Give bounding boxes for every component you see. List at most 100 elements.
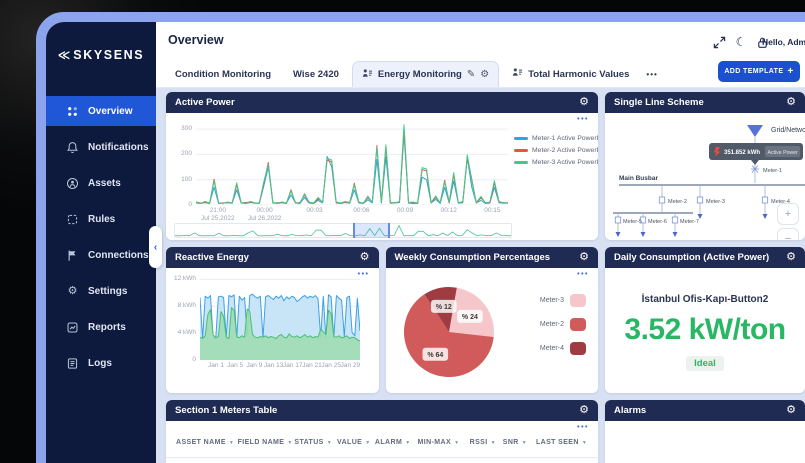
meter-label: Meter-7 (680, 219, 699, 225)
table-column-header[interactable]: VALUE▼ (337, 439, 375, 446)
tab-condition-monitoring[interactable]: Condition Monitoring (166, 61, 280, 87)
filter-caret-icon[interactable]: ▼ (491, 440, 496, 446)
shared-dashboard-icon (362, 68, 373, 82)
x-tick-label: Jan 21 (302, 362, 322, 370)
logo-chevrons-icon: ≪ (58, 48, 71, 62)
flag-icon (66, 249, 79, 262)
sidebar-item-reports[interactable]: Reports (46, 312, 156, 342)
card-settings-icon[interactable]: ⚙ (579, 97, 589, 108)
meter-device-icon (762, 197, 767, 203)
card-reactive-energy: Reactive Energy ⚙ ••• 12 kWh8 kWh4 kWh0 … (166, 247, 379, 393)
scheme-zoom-out-button[interactable]: − (777, 228, 799, 240)
chart-menu[interactable]: ••• (577, 116, 589, 123)
table-header-row: ASSET NAME▼FIELD NAME▼STATUS▼VALUE▼ALARM… (176, 439, 588, 446)
table-column-header[interactable]: LAST SEEN▼ (536, 439, 588, 446)
chart-legend: Meter-1 Active PowerPhase Meter-2 Active… (514, 135, 598, 171)
legend-item[interactable]: Meter-2 (540, 318, 586, 331)
card-settings-icon[interactable]: ⚙ (579, 405, 589, 416)
tabs-overflow-menu[interactable]: ••• (646, 70, 657, 79)
y-tick-label: 4 kWh (178, 329, 196, 336)
legend-item[interactable]: Meter-2 Active PowerPhase (514, 147, 598, 154)
table-column-header[interactable]: SNR▼ (503, 439, 536, 446)
table-column-header[interactable]: FIELD NAME▼ (238, 439, 295, 446)
filter-caret-icon[interactable]: ▼ (582, 440, 587, 446)
x-tick-label: 00:15 (484, 207, 500, 215)
legend-item[interactable]: Meter-4 (540, 342, 586, 355)
consumption-value: 3.52 kW/ton (624, 313, 785, 347)
filter-caret-icon[interactable]: ▼ (522, 440, 527, 446)
scheme-zoom-in-button[interactable]: + (777, 203, 799, 225)
tab-wise-2420[interactable]: Wise 2420 (284, 61, 348, 87)
filter-caret-icon[interactable]: ▼ (405, 440, 410, 446)
sidebar-collapse-handle[interactable]: ‹ (149, 226, 162, 268)
alarms-list (605, 421, 805, 463)
card-header: Single Line Scheme ⚙ (605, 92, 805, 113)
chart-menu[interactable]: ••• (577, 424, 589, 431)
card-settings-icon[interactable]: ⚙ (786, 252, 796, 263)
card-settings-icon[interactable]: ⚙ (579, 252, 589, 263)
card-settings-icon[interactable]: ⚙ (786, 97, 796, 108)
chart-menu[interactable]: ••• (358, 271, 370, 278)
table-column-header[interactable]: ALARM▼ (375, 439, 418, 446)
sidebar-item-assets[interactable]: Assets (46, 168, 156, 198)
legend-item[interactable]: Meter-3 (540, 294, 586, 307)
status-badge: Ideal (686, 356, 724, 371)
top-header: Overview Condition Monitoring Wise 2420 … (156, 22, 805, 88)
navigator-mini-chart (175, 224, 511, 237)
dashboard-grid: Active Power ⚙ ••• 3002001000 21:00Jul 2… (166, 92, 805, 463)
legend-swatch (514, 137, 528, 140)
grid-label: Grid/Network (771, 127, 805, 134)
table-column-header[interactable]: STATUS ▼ (294, 439, 337, 446)
table-column-header[interactable]: RSSI▼ (470, 439, 503, 446)
dark-mode-moon-icon[interactable]: ☾ (734, 35, 748, 49)
add-template-button[interactable]: ADD TEMPLATE + (718, 61, 800, 82)
edit-pencil-icon[interactable]: ✎ (467, 69, 475, 80)
card-header: Section 1 Meters Table ⚙ (166, 400, 598, 421)
filter-caret-icon[interactable]: ▼ (287, 440, 292, 446)
tab-total-harmonic-values[interactable]: Total Harmonic Values (503, 61, 638, 87)
card-settings-icon[interactable]: ⚙ (360, 252, 370, 263)
legend-item[interactable]: Meter-1 Active PowerPhase (514, 135, 598, 142)
meter-device-icon (615, 217, 620, 223)
weekly-consumption-pie: ••• % 24% 64% 12 Meter-3 Meter-2 Meter-4 (386, 268, 599, 393)
sidebar-item-settings[interactable]: ⚙ Settings (46, 276, 156, 306)
navigator-brush[interactable] (353, 223, 390, 238)
sidebar-item-rules[interactable]: Rules (46, 204, 156, 234)
plus-icon: + (787, 66, 793, 77)
table-column-header[interactable]: ASSET NAME▼ (176, 439, 238, 446)
tab-settings-icon[interactable]: ⚙ (480, 69, 489, 80)
column-label: MIN-MAX (418, 439, 452, 446)
sidebar-item-notifications[interactable]: Notifications (46, 132, 156, 162)
sidebar: ≪ SKYSENS Overview Notifications Assets … (46, 22, 156, 463)
x-tick-label: 00:06 (353, 207, 369, 215)
column-label: STATUS (294, 439, 323, 446)
fullscreen-icon[interactable] (712, 35, 726, 49)
legend-swatch (570, 318, 586, 331)
logo: ≪ SKYSENS (46, 22, 156, 88)
card-header: Active Power ⚙ (166, 92, 598, 113)
sidebar-item-overview[interactable]: Overview (46, 96, 156, 126)
y-tick-label: 200 (181, 150, 192, 157)
card-meters-table: Section 1 Meters Table ⚙ ••• ASSET NAME▼… (166, 400, 598, 463)
tab-energy-monitoring[interactable]: Energy Monitoring ✎ ⚙ (352, 61, 499, 87)
card-settings-icon[interactable]: ⚙ (786, 405, 796, 416)
x-axis-labels: Jan 1Jan 5Jan 9Jan 13Jan 17Jan 21Jan 25J… (200, 362, 360, 372)
x-tick-label: Jan 25 (321, 362, 341, 370)
filter-caret-icon[interactable]: ▼ (229, 440, 234, 446)
filter-caret-icon[interactable]: ▼ (365, 440, 370, 446)
column-label: LAST SEEN (536, 439, 579, 446)
column-label: ALARM (375, 439, 402, 446)
sidebar-item-connections[interactable]: Connections (46, 240, 156, 270)
y-tick-label: 0 (188, 201, 192, 208)
legend-item[interactable]: Meter-3 Active PowerPhase (514, 159, 598, 166)
dashed-box-icon (66, 213, 79, 226)
filter-caret-icon[interactable]: ▼ (454, 440, 459, 446)
chart-menu[interactable]: ••• (577, 271, 589, 278)
table-column-header[interactable]: MIN-MAX▼ (418, 439, 470, 446)
single-line-diagram: Grid/Network Main Busbar Meter-1 Meter-2 (605, 113, 805, 240)
active-power-chart: ••• 3002001000 21:00Jul 25,202200:00Jul … (166, 113, 598, 240)
filter-caret-icon[interactable]: ▼ (327, 440, 332, 446)
x-tick-label: 00:00Jul 26,2022 (248, 207, 282, 224)
x-tick-label: Jan 29 (341, 362, 361, 370)
sidebar-item-logs[interactable]: Logs (46, 348, 156, 378)
